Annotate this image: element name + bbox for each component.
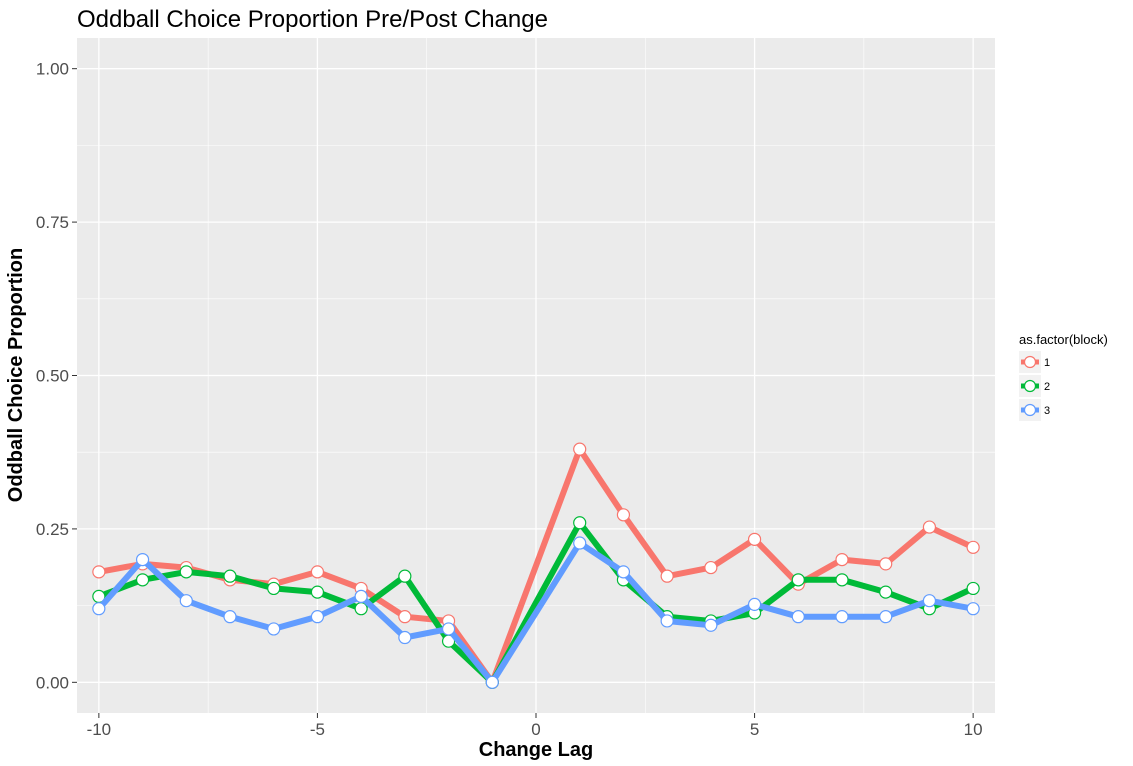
- data-point: [92, 565, 106, 579]
- axis-ticks: -10 -5 0 5 10 0.00 0.25 0.50 0.75 1.00: [36, 60, 983, 739]
- data-point: [310, 585, 325, 599]
- data-point: [398, 630, 412, 645]
- y-tick-label: 0.00: [36, 673, 69, 692]
- data-point: [922, 520, 937, 534]
- legend-item: 3: [1019, 399, 1050, 421]
- data-point: [179, 565, 193, 579]
- chart-title: Oddball Choice Proportion Pre/Post Chang…: [77, 6, 548, 33]
- data-point: [223, 610, 237, 624]
- data-point: [791, 573, 805, 587]
- legend-label: 1: [1044, 357, 1050, 369]
- series-3: [92, 536, 980, 689]
- legend: as.factor(block) 1 2 3: [1019, 332, 1108, 421]
- data-point: [398, 610, 412, 624]
- legend-key-point: [1023, 379, 1037, 393]
- data-point: [135, 552, 150, 567]
- data-point: [835, 552, 849, 567]
- legend-key-point: [1023, 403, 1037, 417]
- data-point: [660, 569, 674, 583]
- data-point: [879, 585, 893, 599]
- data-point: [966, 581, 980, 596]
- data-point: [310, 610, 325, 624]
- data-point: [485, 675, 499, 689]
- legend-key-point: [1023, 355, 1037, 369]
- data-point: [791, 610, 805, 624]
- data-point: [704, 560, 718, 575]
- data-point: [879, 557, 893, 571]
- data-point: [573, 516, 587, 530]
- x-tick-label: -5: [310, 720, 325, 739]
- y-tick-label: 0.25: [36, 520, 69, 539]
- data-point: [179, 594, 193, 608]
- legend-label: 3: [1044, 405, 1050, 417]
- y-tick-label: 0.50: [36, 367, 69, 386]
- data-point: [922, 594, 937, 608]
- series-group: [92, 442, 980, 689]
- y-axis-title: Oddball Choice Proportion: [5, 248, 27, 502]
- data-point: [267, 581, 281, 596]
- data-point: [310, 565, 325, 579]
- y-tick-label: 1.00: [36, 60, 69, 79]
- data-point: [616, 508, 631, 522]
- data-point: [747, 532, 762, 546]
- legend-label: 2: [1044, 381, 1050, 393]
- data-point: [835, 610, 849, 624]
- x-axis-title: Change Lag: [479, 739, 593, 761]
- legend-item: 1: [1019, 351, 1050, 373]
- data-point: [135, 573, 150, 587]
- data-point: [966, 602, 980, 616]
- legend-item: 2: [1019, 375, 1050, 397]
- x-tick-label: -10: [87, 720, 112, 739]
- data-point: [354, 589, 368, 604]
- x-tick-label: 0: [531, 720, 540, 739]
- data-point: [223, 569, 237, 583]
- data-point: [747, 597, 762, 611]
- x-tick-label: 10: [964, 720, 983, 739]
- series-line: [97, 519, 975, 686]
- data-point: [879, 610, 893, 624]
- series-line: [96, 540, 974, 686]
- x-tick-label: 5: [750, 720, 759, 739]
- data-point: [660, 614, 674, 628]
- data-point: [573, 536, 587, 550]
- data-point: [267, 622, 281, 636]
- data-point: [573, 442, 587, 456]
- legend-title: as.factor(block): [1019, 332, 1108, 347]
- data-point: [704, 618, 718, 632]
- data-point: [835, 573, 849, 587]
- y-tick-label: 0.75: [36, 213, 69, 232]
- data-point: [966, 540, 980, 554]
- data-point: [441, 622, 456, 636]
- data-point: [92, 602, 106, 616]
- data-point: [398, 569, 412, 583]
- data-point: [616, 565, 631, 579]
